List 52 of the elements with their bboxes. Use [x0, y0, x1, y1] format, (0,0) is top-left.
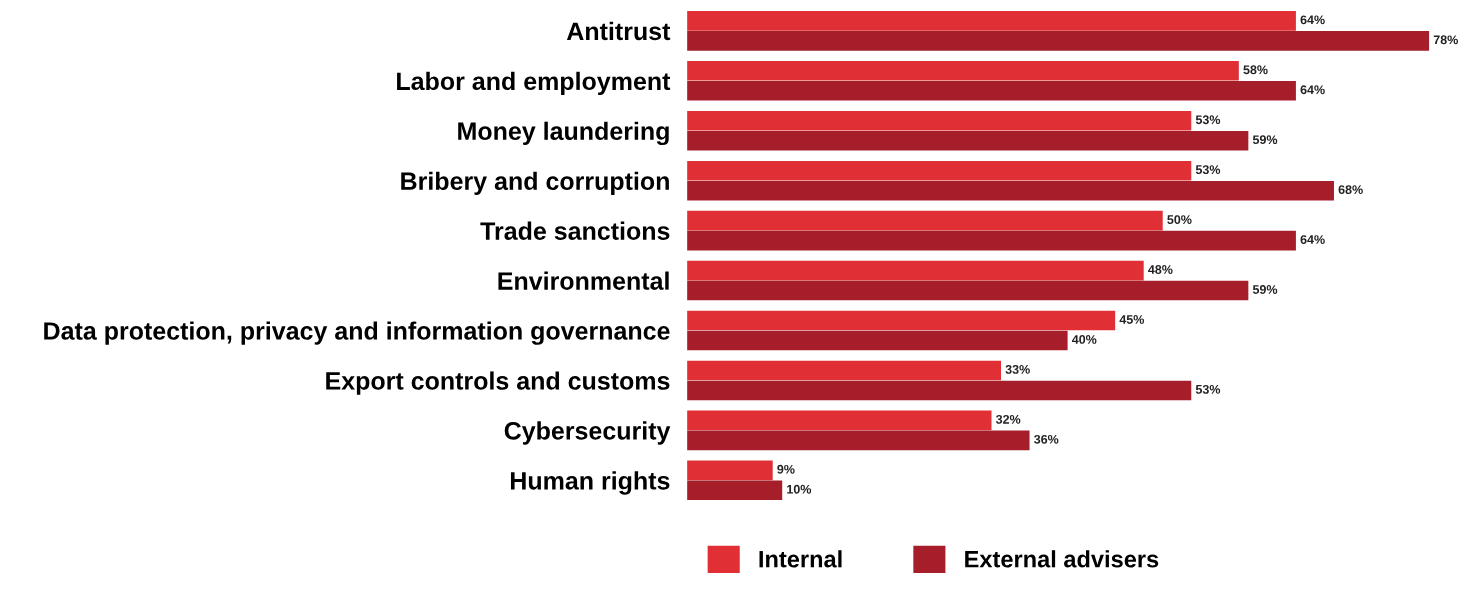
data-label: 68% — [1338, 185, 1363, 195]
y-tick-label: Human rights — [510, 471, 670, 495]
data-label: 78% — [1433, 35, 1458, 45]
bar — [687, 430, 1030, 451]
bar — [687, 460, 773, 481]
bar — [687, 81, 1296, 101]
data-label: 36% — [1034, 434, 1059, 444]
data-label: 9% — [777, 464, 795, 474]
data-label: 53% — [1195, 165, 1221, 175]
data-label: 53% — [1195, 384, 1221, 394]
bar — [687, 310, 1116, 331]
data-label: 50% — [1167, 215, 1192, 225]
data-label: 59% — [1252, 285, 1278, 294]
bar — [687, 480, 783, 501]
y-tick-label: Trade sanctions — [480, 221, 670, 240]
data-label: 64% — [1300, 235, 1325, 244]
bar — [687, 410, 992, 431]
legend-label: External advisers — [965, 550, 1159, 568]
y-tick-label: Cybersecurity — [504, 421, 671, 445]
bar — [687, 11, 1296, 31]
data-label: 53% — [1195, 115, 1221, 125]
bar — [687, 330, 1068, 351]
bar — [687, 210, 1163, 231]
data-label: 64% — [1300, 15, 1325, 25]
data-label: 48% — [1148, 265, 1173, 274]
data-label: 40% — [1071, 335, 1097, 344]
y-tick-label: Bribery and corruption — [401, 171, 669, 195]
y-tick-label: Antitrust — [566, 21, 671, 41]
data-label: 45% — [1119, 315, 1145, 324]
y-tick-label: Data protection, privacy and information governance — [44, 321, 670, 345]
y-tick-label: Labor and employment — [397, 71, 671, 96]
bar — [687, 110, 1192, 131]
data-label: 32% — [995, 414, 1021, 424]
bar — [687, 31, 1430, 51]
bar — [687, 280, 1249, 301]
data-label: 59% — [1252, 135, 1278, 145]
bar — [687, 130, 1249, 151]
bar — [687, 360, 1002, 381]
bar — [687, 61, 1239, 81]
bar — [687, 180, 1334, 201]
y-tick-label: Environmental — [498, 271, 669, 290]
data-label: 58% — [1243, 65, 1268, 75]
data-label: 33% — [1005, 364, 1030, 374]
bar — [687, 260, 1144, 281]
bar — [687, 230, 1296, 251]
bar — [687, 160, 1192, 181]
bar — [687, 380, 1192, 401]
y-tick-label: Money laundering — [458, 121, 669, 146]
legend-label: Internal — [759, 550, 842, 568]
data-label: 64% — [1300, 85, 1325, 95]
y-tick-label: Export controls and customs — [326, 371, 670, 395]
data-label: 10% — [787, 484, 812, 494]
